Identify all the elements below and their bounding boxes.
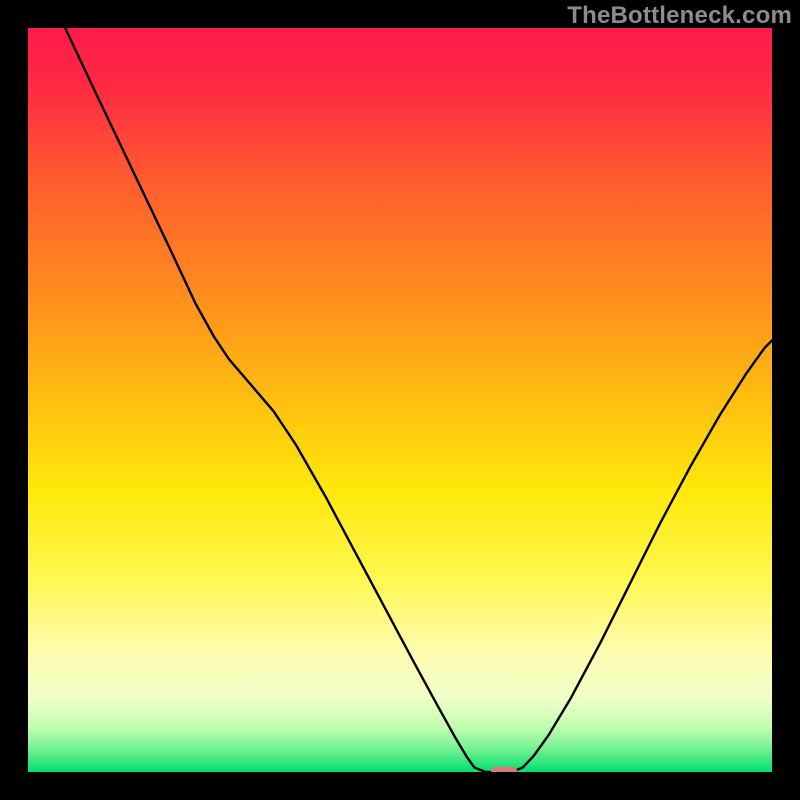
chart-container: { "canvas": { "width": 800, "height": 80… — [0, 0, 800, 800]
gradient-background — [28, 28, 772, 772]
bottleneck-chart — [28, 28, 772, 772]
optimal-point-marker — [491, 767, 518, 772]
watermark-text: TheBottleneck.com — [567, 2, 792, 30]
